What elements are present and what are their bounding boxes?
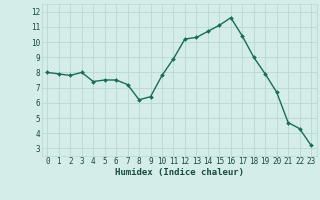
X-axis label: Humidex (Indice chaleur): Humidex (Indice chaleur) [115,168,244,177]
